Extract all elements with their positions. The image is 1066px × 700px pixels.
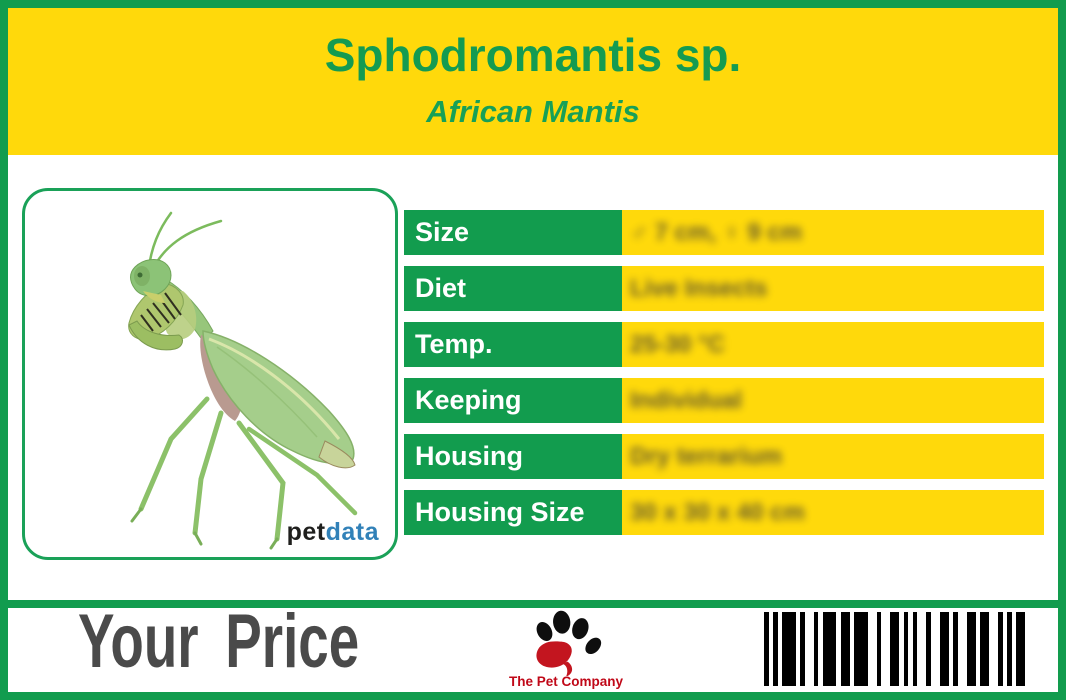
- barcode-bar: [912, 612, 917, 686]
- barcode-bar: [890, 612, 899, 686]
- price-label: Your Price: [78, 599, 360, 684]
- spec-value-text: Dry terrarium: [630, 442, 783, 470]
- barcode: [764, 612, 1026, 686]
- petdata-logo: petdata: [287, 518, 379, 547]
- spec-label: Housing: [404, 434, 622, 479]
- animal-photo-box: petdata: [22, 188, 398, 560]
- spec-value-text: 25-30 °C: [630, 330, 725, 358]
- barcode-bar: [800, 612, 805, 686]
- barcode-bar: [876, 612, 881, 686]
- barcode-bar: [926, 612, 931, 686]
- spec-label: Housing Size: [404, 490, 622, 535]
- common-name-subtitle: African Mantis: [426, 94, 640, 129]
- spec-row-diet: Diet Live Insects: [404, 266, 1044, 311]
- barcode-bar: [840, 612, 850, 686]
- spec-value-text: Individual: [630, 386, 743, 414]
- spec-label: Temp.: [404, 322, 622, 367]
- mantis-photo: [128, 211, 358, 550]
- barcode-bar: [980, 612, 989, 686]
- barcode-bar: [966, 612, 976, 686]
- petdata-logo-data: data: [325, 518, 379, 546]
- pet-company-name: The Pet Company: [508, 674, 624, 689]
- spec-row-housing-size: Housing Size 30 x 30 x 40 cm: [404, 490, 1044, 535]
- spec-row-temp-: Temp. 25-30 °C: [404, 322, 1044, 367]
- barcode-bar: [813, 612, 818, 686]
- spec-label: Size: [404, 210, 622, 255]
- barcode-bar: [939, 612, 949, 686]
- species-title: Sphodromantis sp.: [324, 29, 742, 81]
- barcode-bar: [764, 612, 769, 686]
- spec-table: Size ♂ 7 cm, ♀ 9 cm Diet Live Insects Temp. 2…: [404, 210, 1044, 546]
- spec-row-housing: Housing Dry terrarium: [404, 434, 1044, 479]
- spec-value: Individual: [622, 378, 1044, 423]
- paw-icon: [536, 610, 602, 676]
- barcode-bar: [822, 612, 836, 686]
- barcode-bar: [998, 612, 1003, 686]
- header-banner: Sphodromantis sp. African Mantis: [8, 8, 1058, 155]
- pet-company-logo: The Pet Company: [506, 610, 626, 689]
- spec-value: Dry terrarium: [622, 434, 1044, 479]
- footer-divider: [8, 600, 1058, 608]
- spec-value: 25-30 °C: [622, 322, 1044, 367]
- barcode-bar: [1007, 612, 1012, 686]
- spec-label: Keeping: [404, 378, 622, 423]
- spec-value: Live Insects: [622, 266, 1044, 311]
- barcode-bar: [953, 612, 958, 686]
- petdata-logo-pet: pet: [286, 518, 326, 546]
- spec-value: ♂ 7 cm, ♀ 9 cm: [622, 210, 1044, 255]
- barcode-bar: [903, 612, 908, 686]
- barcode-bar: [854, 612, 868, 686]
- spec-row-keeping: Keeping Individual: [404, 378, 1044, 423]
- barcode-bar: [773, 612, 778, 686]
- spec-value-text: ♂ 7 cm, ♀ 9 cm: [630, 218, 803, 246]
- spec-value-text: Live Insects: [630, 274, 768, 302]
- spec-value-text: 30 x 30 x 40 cm: [630, 498, 805, 526]
- spec-value: 30 x 30 x 40 cm: [622, 490, 1044, 535]
- spec-row-size: Size ♂ 7 cm, ♀ 9 cm: [404, 210, 1044, 255]
- spec-label: Diet: [404, 266, 622, 311]
- barcode-bar: [1016, 612, 1025, 686]
- barcode-bar: [782, 612, 796, 686]
